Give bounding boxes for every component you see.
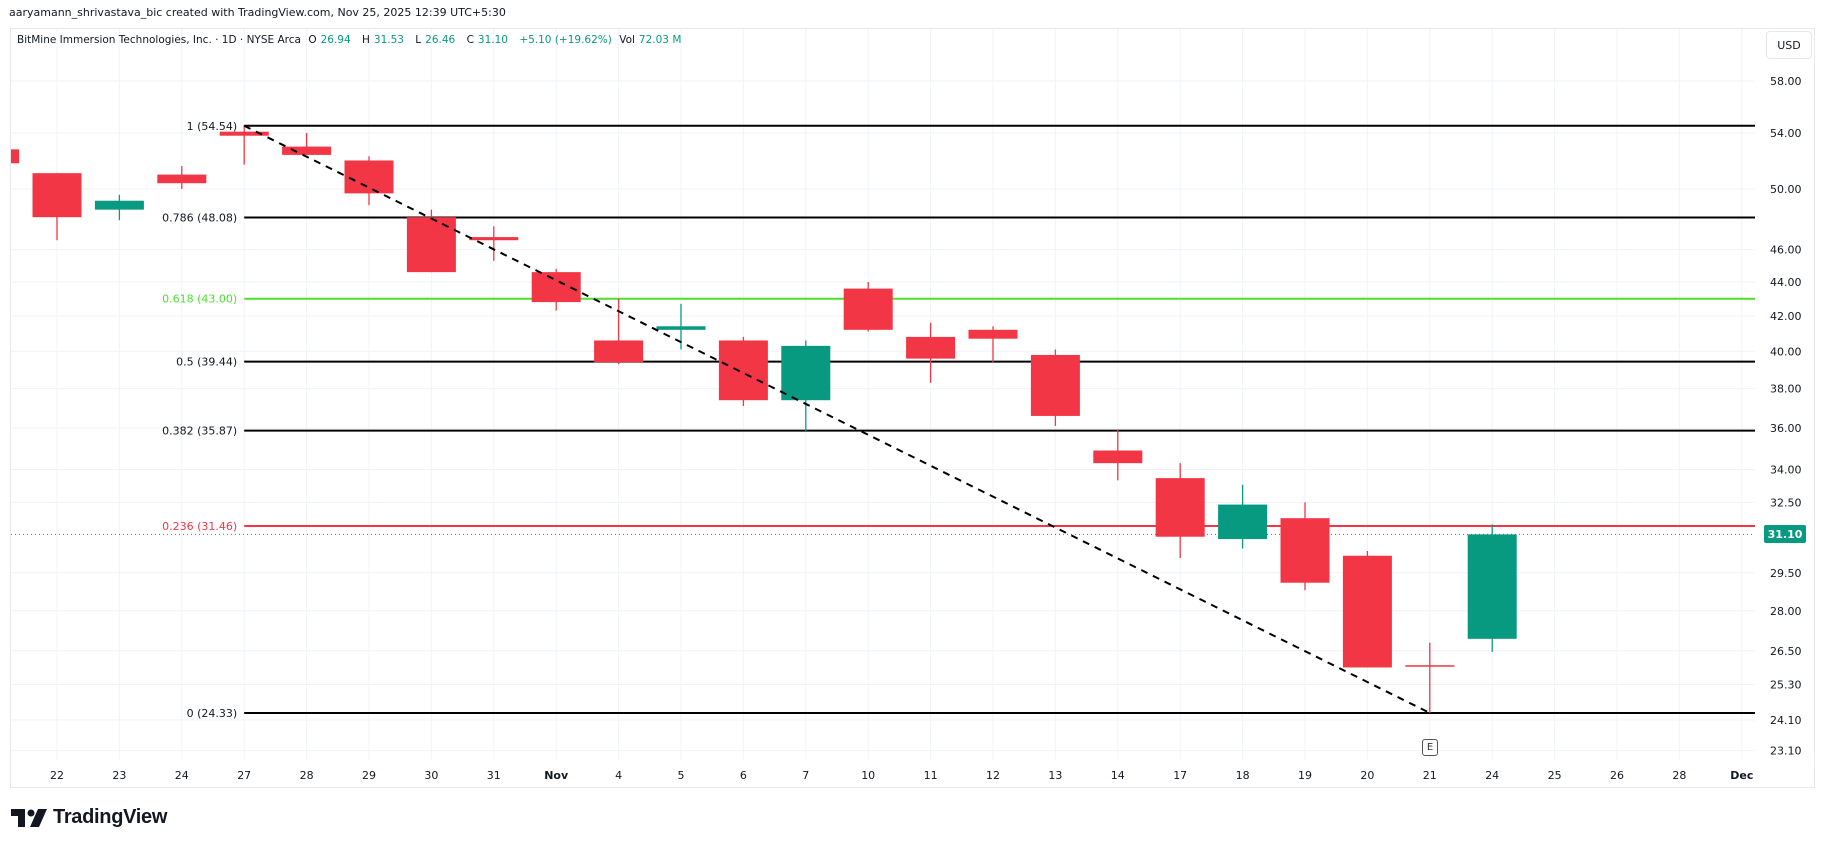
x-axis-tick-label: 28 — [1672, 769, 1686, 782]
candle-body-nov-18[interactable] — [1218, 504, 1268, 540]
y-axis-tick-label: 58.00 — [1770, 75, 1802, 88]
ohlc-high: H 31.53 — [361, 34, 404, 46]
fib-level-label: 1 (54.54) — [187, 120, 238, 133]
candle-body-nov-4[interactable] — [594, 340, 644, 363]
y-axis-tick-label: 40.00 — [1770, 345, 1802, 358]
price-change: +5.10 (+19.62%) — [519, 34, 612, 46]
x-axis-tick-label: 30 — [424, 769, 438, 782]
candle-body-nov-20[interactable] — [1342, 555, 1392, 668]
candle-body-nov-17[interactable] — [1155, 478, 1205, 537]
y-axis-tick-label: 24.10 — [1770, 714, 1802, 727]
fib-level-label: 0.5 (39.44) — [176, 356, 237, 369]
x-axis-tick-label: 18 — [1236, 769, 1250, 782]
tradingview-logo-icon — [11, 808, 47, 827]
x-axis-tick-label: 26 — [1610, 769, 1624, 782]
symbol-title[interactable]: BitMine Immersion Technologies, Inc. · 1… — [17, 34, 301, 46]
candle-body-oct-24[interactable] — [157, 174, 207, 184]
last-price-badge: 31.10 — [1764, 525, 1806, 544]
candle-body-nov-6[interactable] — [718, 340, 768, 401]
candle-body-nov-21[interactable] — [1405, 665, 1455, 667]
candle-body-nov-24[interactable] — [1467, 534, 1517, 639]
candle-body-oct-21[interactable] — [11, 149, 20, 164]
x-axis-tick-label: Nov — [544, 769, 569, 782]
symbol-legend: BitMine Immersion Technologies, Inc. · 1… — [17, 34, 689, 46]
candle-body-nov-12[interactable] — [968, 329, 1018, 339]
y-axis-tick-label: 25.30 — [1770, 679, 1802, 692]
fib-level-label: 0.786 (48.08) — [162, 211, 237, 224]
y-axis-tick-label: 26.50 — [1770, 645, 1802, 658]
y-axis-tick-label: 36.00 — [1770, 422, 1802, 435]
fib-level-label: 0.618 (43.00) — [162, 293, 237, 306]
ohlc-open: O 26.94 — [308, 34, 351, 46]
x-axis-tick-label: 11 — [924, 769, 938, 782]
chart-frame[interactable] — [10, 28, 1815, 788]
fib-level-label: 0.382 (35.87) — [162, 425, 237, 438]
x-axis-tick-label: 28 — [300, 769, 314, 782]
tradingview-logo[interactable]: TradingView — [11, 806, 167, 829]
x-axis-tick-label: 12 — [986, 769, 1000, 782]
x-axis-tick-label: 31 — [487, 769, 501, 782]
fib-level-label: 0.236 (31.46) — [162, 520, 237, 533]
x-axis-tick-label: Dec — [1730, 769, 1753, 782]
x-axis-tick-label: 7 — [802, 769, 809, 782]
candle-body-oct-30[interactable] — [406, 217, 456, 273]
candle-body-oct-27[interactable] — [219, 131, 269, 136]
candle-body-nov-5[interactable] — [656, 326, 706, 330]
y-axis-tick-label: 23.10 — [1770, 745, 1802, 758]
y-axis-tick-label: 50.00 — [1770, 183, 1802, 196]
y-axis-tick-label: 38.00 — [1770, 383, 1802, 396]
candle-body-oct-22[interactable] — [32, 173, 82, 218]
candle-body-nov-14[interactable] — [1093, 450, 1143, 464]
fib-level-label: 0 (24.33) — [187, 707, 238, 720]
y-axis-tick-label: 28.00 — [1770, 605, 1802, 618]
candle-body-nov-10[interactable] — [843, 288, 893, 330]
candle-body-nov-3[interactable] — [531, 272, 581, 303]
y-axis-tick-label: 29.50 — [1770, 567, 1802, 580]
x-axis-tick-label: 20 — [1360, 769, 1374, 782]
x-axis-tick-label: 6 — [740, 769, 747, 782]
x-axis-tick-label: 13 — [1048, 769, 1062, 782]
candle-body-oct-29[interactable] — [344, 160, 394, 194]
y-axis-tick-label: 34.00 — [1770, 464, 1802, 477]
x-axis-tick-label: 5 — [678, 769, 685, 782]
chart-credit: aaryamann_shrivastava_bic created with T… — [9, 6, 506, 19]
y-axis-tick-label: 44.00 — [1770, 276, 1802, 289]
candle-body-nov-13[interactable] — [1030, 354, 1080, 416]
y-axis-tick-label: 42.00 — [1770, 310, 1802, 323]
candle-body-nov-11[interactable] — [906, 336, 956, 359]
x-axis-tick-label: 21 — [1423, 769, 1437, 782]
x-axis-tick-label: 22 — [50, 769, 64, 782]
y-axis-tick-label: 54.00 — [1770, 127, 1802, 140]
x-axis-tick-label: 24 — [175, 769, 189, 782]
candle-body-nov-7[interactable] — [781, 345, 831, 401]
earnings-marker-icon[interactable]: E — [1422, 739, 1438, 756]
x-axis-tick-label: 24 — [1485, 769, 1499, 782]
candle-body-oct-28[interactable] — [282, 146, 332, 155]
x-axis-tick-label: 29 — [362, 769, 376, 782]
y-axis-tick-label: 32.50 — [1770, 496, 1802, 509]
x-axis-tick-label: 19 — [1298, 769, 1312, 782]
currency-button[interactable]: USD — [1766, 31, 1812, 59]
candle-body-nov-19[interactable] — [1280, 518, 1330, 583]
tradingview-wordmark: TradingView — [53, 806, 168, 828]
x-axis-tick-label: 23 — [112, 769, 126, 782]
candle-body-oct-31[interactable] — [469, 237, 519, 241]
volume: Vol 72.03 M — [619, 34, 682, 46]
ohlc-close: C 31.10 — [466, 34, 508, 46]
x-axis-tick-label: 25 — [1548, 769, 1562, 782]
x-axis-tick-label: 14 — [1111, 769, 1125, 782]
x-axis-tick-label: 10 — [861, 769, 875, 782]
y-axis-tick-label: 46.00 — [1770, 244, 1802, 257]
x-axis-tick-label: 17 — [1173, 769, 1187, 782]
x-axis-tick-label: 4 — [615, 769, 622, 782]
x-axis-tick-label: 27 — [237, 769, 251, 782]
ohlc-low: L 26.46 — [415, 34, 456, 46]
dashed-trend-line[interactable] — [243, 124, 1431, 714]
candle-body-oct-23[interactable] — [94, 200, 144, 210]
